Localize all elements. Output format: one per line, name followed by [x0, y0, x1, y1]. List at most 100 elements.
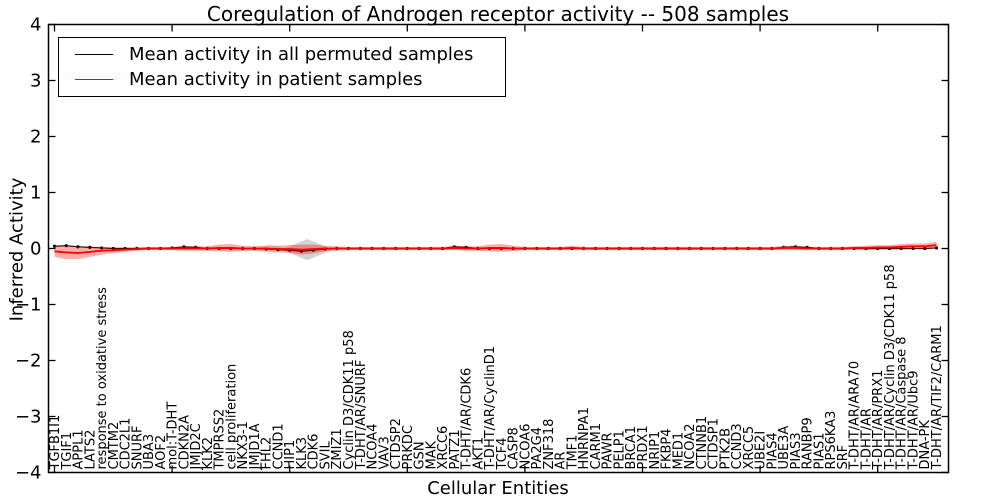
- legend-item-label: Mean activity in all permuted samples: [129, 44, 474, 65]
- x-category-label: TMF1: [565, 435, 580, 471]
- y-tick-label: −4: [15, 463, 42, 484]
- y-tick-label: 2: [30, 127, 41, 148]
- y-ticks: −4 −3 −2 −1 0 1 2 3 4: [15, 15, 949, 484]
- legend-box: Mean activity in all permuted samples Me…: [58, 37, 506, 97]
- x-category-label: T-DHT/AR/TIF2/CARM1: [930, 325, 945, 470]
- x-category-label: JMJD1A: [248, 423, 263, 470]
- x-category-label: NKX3-1: [236, 421, 251, 469]
- x-category-label: NRIP1: [648, 431, 663, 470]
- x-category-label: T-DHT/AR/ARA70: [848, 361, 863, 471]
- permuted-marker: [934, 246, 939, 250]
- x-category-label: T-DHT/AR/Ubc9: [906, 370, 921, 470]
- x-category-label: UBE3A: [777, 426, 792, 470]
- x-category-label: T-DHT/AR/Caspase 8: [895, 336, 910, 470]
- x-category-label: T-DHT/AR/SNURF: [354, 360, 369, 471]
- x-category-label: ZNF318: [542, 419, 557, 470]
- x-axis-label: Cellular Entities: [427, 478, 569, 499]
- x-category-label: AKT1: [471, 437, 486, 470]
- x-category-label: CCND1: [271, 423, 286, 469]
- legend-item-permuted: Mean activity in all permuted samples: [59, 42, 505, 67]
- x-category-label: CARM1: [589, 423, 604, 470]
- x-category-label: NCOA2: [683, 424, 698, 470]
- x-category-label: TGFB1I1: [48, 415, 63, 471]
- x-category-label: RANBP9: [801, 417, 816, 469]
- chart-title: Coregulation of Androgen receptor activi…: [206, 2, 790, 26]
- y-tick-label: −2: [15, 351, 42, 372]
- patient-line-swatch: [75, 79, 113, 80]
- x-category-label: T-DHT/AR/PRX1: [871, 370, 886, 471]
- permuted-marker: [52, 244, 57, 248]
- patient-band: [54, 241, 937, 260]
- y-tick-label: 3: [30, 71, 41, 92]
- x-category-label: CASP8: [507, 427, 522, 469]
- x-category-label: JMJD2C: [189, 423, 204, 470]
- x-category-label: T-DHT/AR/Cyclin D3/CDK11 p58: [883, 264, 898, 470]
- x-category-label: CMTM2: [107, 422, 122, 470]
- x-category-label: AR: [554, 452, 569, 470]
- legend-item-label: Mean activity in patient samples: [129, 69, 423, 90]
- x-category-label: response to oxidative stress: [95, 287, 110, 470]
- x-category-label: PRDX1: [636, 425, 651, 469]
- x-category-label: AOF2: [154, 435, 169, 470]
- x-category-label: DNA-PK: [918, 420, 933, 470]
- x-category-label: LATS2: [83, 430, 98, 470]
- x-category-label: NCOA6: [518, 424, 533, 470]
- x-category-label: T-DHT/AR/CyclinD1: [483, 346, 498, 471]
- x-category-label: FKBP4: [660, 428, 675, 469]
- x-category-label: mol:T-DHT: [166, 402, 181, 470]
- y-tick-label: 4: [30, 15, 41, 36]
- x-category-label: NCOA4: [366, 424, 381, 470]
- x-category-label: PELP1: [612, 430, 627, 469]
- x-category-label: T-DHT/AR: [859, 408, 874, 470]
- x-category-label: CTDSP2: [389, 418, 404, 469]
- permuted-marker: [88, 245, 92, 249]
- x-category-label: PRKDC: [401, 425, 416, 469]
- x-category-label: SNURF: [130, 425, 145, 469]
- x-category-label: CDKN2A: [177, 415, 192, 470]
- y-tick-label: 1: [30, 183, 41, 204]
- permuted-marker: [911, 246, 915, 251]
- x-category-label: FHL2: [260, 437, 275, 470]
- x-category-label: SRF: [836, 445, 851, 470]
- x-category-label: CCND3: [730, 423, 745, 469]
- x-category-label: TGIF1: [60, 432, 75, 471]
- x-category-label: PTK2B: [718, 428, 733, 470]
- x-category-label: SVIL: [318, 441, 333, 470]
- y-tick-label: 0: [30, 239, 41, 260]
- x-category-label: MAK: [424, 440, 439, 469]
- x-category-label: MED1: [671, 432, 686, 470]
- y-axis-label: Inferred Activity: [6, 177, 28, 322]
- x-category-label: HIP1: [283, 440, 298, 470]
- x-category-label: XRCC6: [436, 426, 451, 470]
- permuted-marker: [99, 246, 104, 250]
- x-category-label: TCF4: [495, 437, 510, 470]
- permuted-marker: [76, 245, 80, 249]
- x-category-label: PA2G4: [530, 427, 545, 470]
- x-category-label: CTDSP1: [707, 418, 722, 469]
- x-category-label: T-DHT/AR/CDK6: [460, 368, 475, 471]
- x-category-label: BRCA1: [624, 426, 639, 470]
- x-category-label: GSN: [413, 441, 428, 469]
- x-category-label: PAWR: [601, 432, 616, 469]
- x-category-label: HNRNPA1: [577, 407, 592, 469]
- patient-series: [54, 241, 937, 260]
- permuted-marker: [64, 244, 68, 248]
- x-category-label: TMPRSS2: [213, 409, 228, 471]
- x-category-label: CTNNB1: [695, 416, 710, 470]
- permuted-marker: [923, 246, 927, 251]
- y-tick-label: −1: [15, 295, 42, 316]
- x-category-label: Cyclin D3/CDK11 p58: [342, 330, 357, 469]
- x-category-label: CDK6: [307, 434, 322, 470]
- x-category-label: CDC2L1: [119, 418, 134, 470]
- y-tick-label: −3: [15, 407, 42, 428]
- x-category-label: PIAS3: [789, 432, 804, 469]
- x-category-label: UBE2I: [754, 431, 769, 470]
- x-category-label: cell proliferation: [224, 364, 239, 470]
- x-category-label: PIAS4: [765, 432, 780, 469]
- x-category-label: PATZ1: [448, 429, 463, 469]
- x-category-label: VAV3: [377, 436, 392, 469]
- x-category-label: ZMIZ1: [330, 428, 345, 469]
